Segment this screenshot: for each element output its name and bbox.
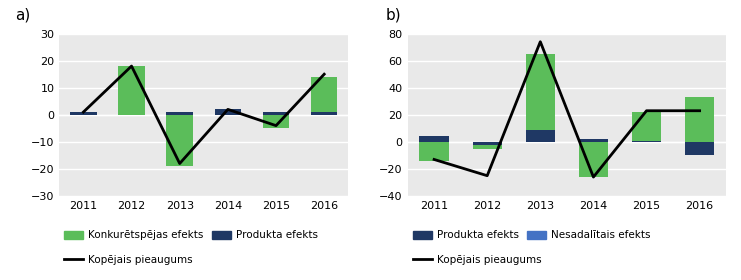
Text: b): b) — [385, 7, 401, 22]
Bar — [311, 112, 337, 115]
Bar — [419, 142, 449, 161]
Bar — [685, 97, 714, 142]
Bar — [473, 142, 502, 149]
Legend: Kopējais pieaugums: Kopējais pieaugums — [413, 255, 542, 265]
Bar — [311, 77, 337, 115]
Bar — [167, 115, 193, 166]
Bar — [579, 139, 608, 142]
Bar — [632, 112, 661, 142]
Bar — [525, 130, 555, 142]
Bar — [685, 142, 714, 155]
Bar — [419, 136, 449, 142]
Bar — [263, 115, 289, 128]
Bar — [119, 66, 144, 115]
Bar — [70, 112, 96, 115]
Bar — [632, 141, 661, 142]
Bar — [215, 109, 241, 115]
Text: a): a) — [15, 7, 30, 22]
Bar — [167, 112, 193, 115]
Bar — [579, 142, 608, 177]
Bar — [473, 142, 502, 144]
Bar — [263, 112, 289, 115]
Bar — [525, 54, 555, 142]
Legend: Kopējais pieaugums: Kopējais pieaugums — [64, 255, 193, 265]
